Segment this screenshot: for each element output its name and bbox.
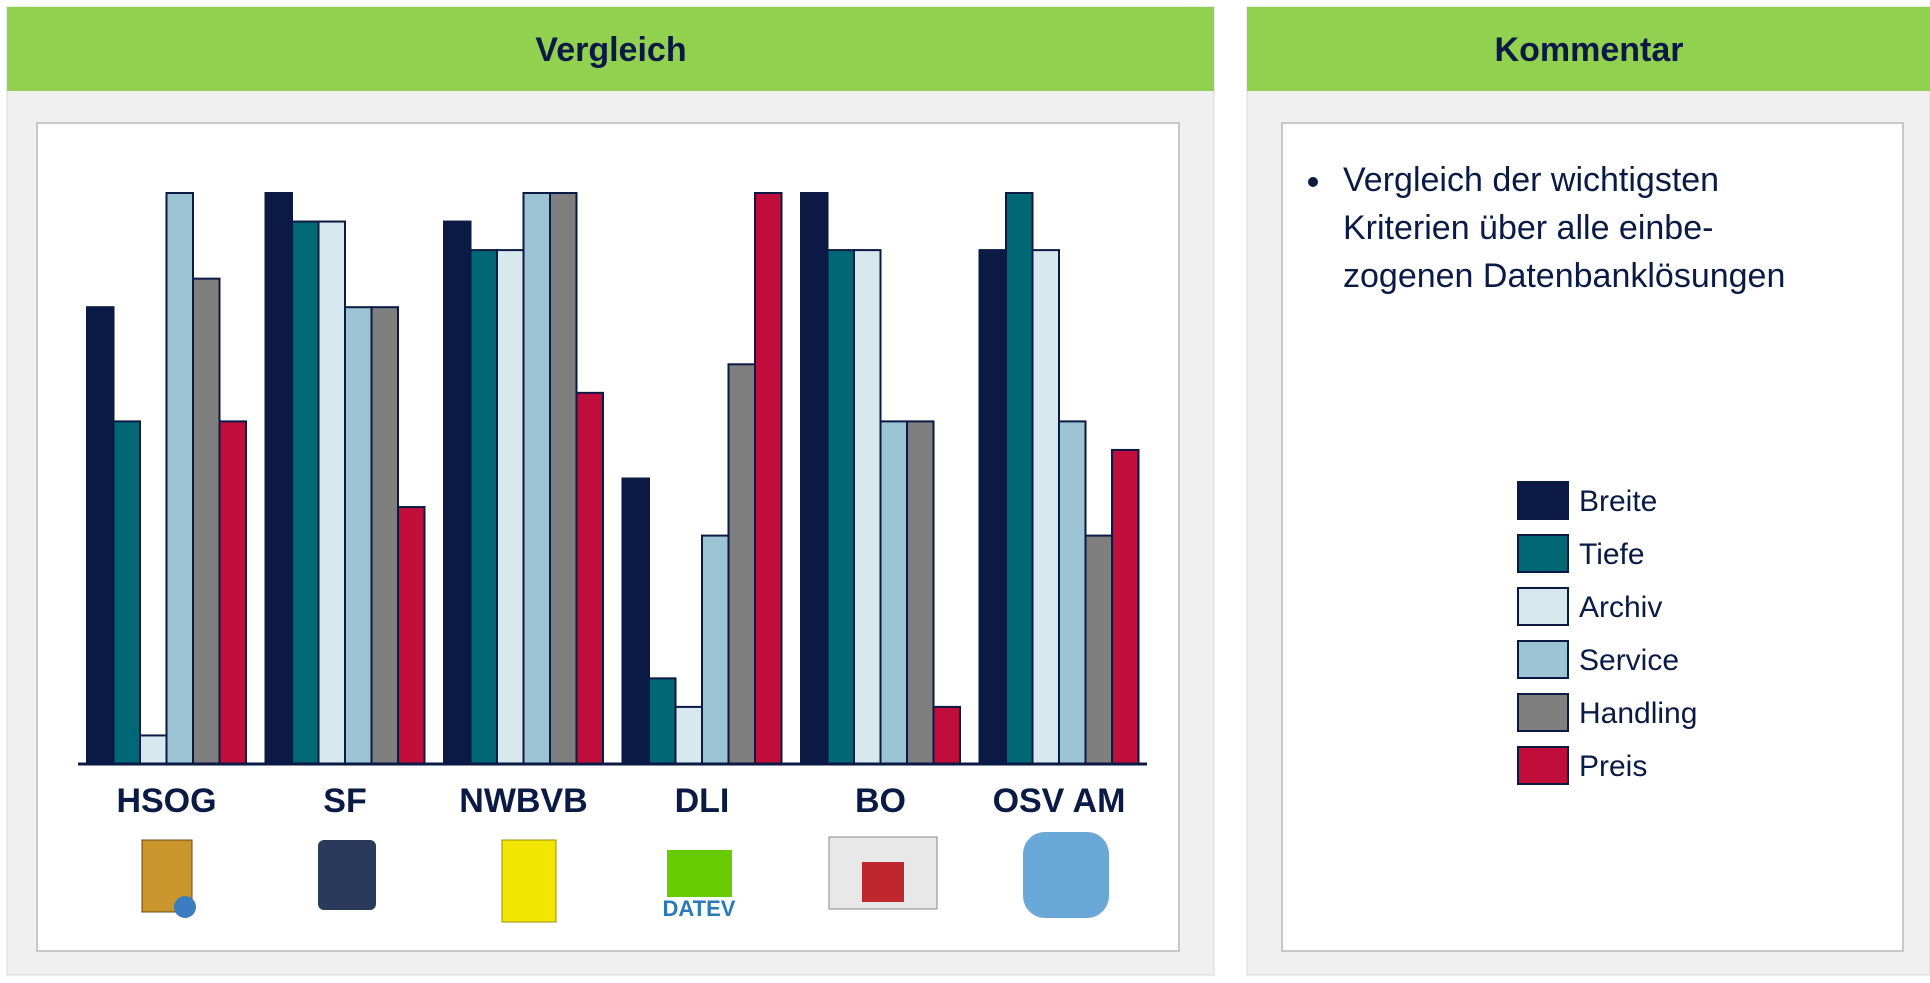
logo	[667, 850, 732, 897]
bar	[398, 507, 425, 764]
bar	[755, 193, 782, 764]
bar	[1059, 421, 1086, 764]
logo	[174, 896, 196, 918]
legend-swatch	[1518, 535, 1568, 572]
category-label: DLI	[675, 782, 730, 820]
logo	[1023, 832, 1109, 918]
bar	[140, 735, 167, 764]
bar	[828, 250, 855, 764]
bar	[881, 421, 908, 764]
bar	[577, 393, 604, 764]
bar	[676, 707, 703, 764]
bar	[854, 250, 881, 764]
legend-label: Archiv	[1579, 591, 1662, 624]
bar	[471, 250, 498, 764]
legend-swatch	[1518, 482, 1568, 519]
bar	[345, 307, 372, 764]
bar	[729, 364, 756, 764]
panel-title: Vergleich	[535, 31, 686, 69]
category-label: BO	[855, 782, 906, 820]
bar	[623, 479, 650, 765]
bar	[1086, 536, 1113, 764]
bar	[702, 536, 729, 764]
bar	[1006, 193, 1033, 764]
legend-swatch	[1518, 641, 1568, 678]
legend-swatch	[1518, 694, 1568, 731]
screen: Vergleich Kommentar Vergleich der wichti…	[0, 0, 1930, 978]
logo	[502, 840, 556, 922]
logo	[862, 862, 904, 902]
logo-text: DATEV	[663, 896, 736, 921]
bullet	[1308, 177, 1318, 187]
bar	[801, 193, 828, 764]
bar	[193, 279, 220, 764]
bar	[266, 193, 293, 764]
logo	[318, 840, 376, 910]
bar	[497, 250, 524, 764]
bar	[319, 222, 346, 764]
legend-swatch	[1518, 747, 1568, 784]
legend-swatch	[1518, 588, 1568, 625]
legend-label: Service	[1579, 644, 1679, 677]
legend-label: Handling	[1579, 697, 1697, 730]
bar	[1033, 250, 1060, 764]
bar	[934, 707, 961, 764]
bar	[524, 193, 551, 764]
panel-title: Kommentar	[1495, 31, 1684, 69]
bar	[550, 193, 577, 764]
category-label: OSV AM	[993, 782, 1126, 820]
bar	[1112, 450, 1139, 764]
bar	[114, 421, 141, 764]
bar	[444, 222, 471, 764]
bar	[292, 222, 319, 764]
legend-label: Preis	[1579, 750, 1647, 783]
bar	[907, 421, 934, 764]
page: Vergleich Kommentar Vergleich der wichti…	[0, 0, 1930, 978]
category-label: NWBVB	[459, 782, 587, 820]
comment-line: Kriterien über alle einbe-	[1343, 209, 1713, 247]
comment-line: Vergleich der wichtigsten	[1343, 161, 1719, 199]
bar	[649, 678, 676, 764]
legend-label: Tiefe	[1579, 538, 1645, 571]
legend-label: Breite	[1579, 485, 1657, 518]
category-label: HSOG	[116, 782, 216, 820]
category-label: SF	[323, 782, 366, 820]
comment-line: zogenen Datenbanklösungen	[1343, 257, 1785, 295]
bar	[87, 307, 114, 764]
bar	[980, 250, 1007, 764]
bar	[372, 307, 399, 764]
bar	[220, 421, 247, 764]
bar	[167, 193, 194, 764]
